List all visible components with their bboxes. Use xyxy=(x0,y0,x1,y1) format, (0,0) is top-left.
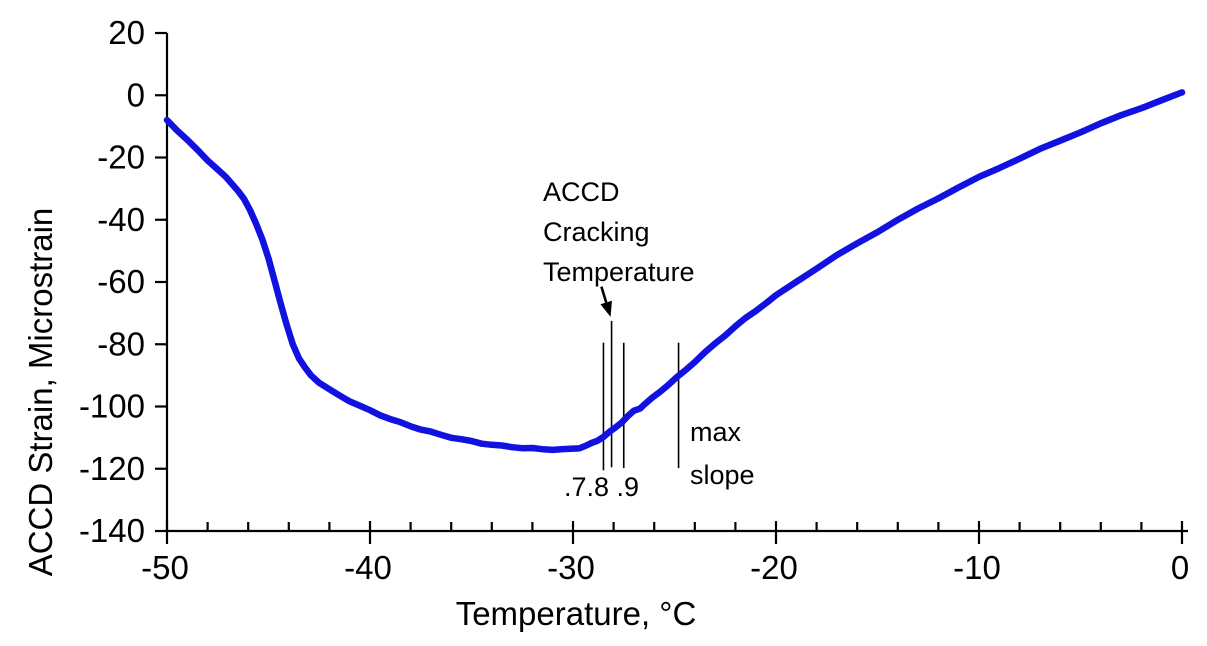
y-tick-label: -120 xyxy=(79,450,145,487)
y-tick-label: 20 xyxy=(108,14,145,51)
y-tick-label: -60 xyxy=(97,263,145,300)
max-slope-label: max slope xyxy=(690,417,755,490)
x-axis-title: Temperature, °C xyxy=(455,595,697,632)
y-tick-label: -40 xyxy=(97,201,145,238)
y-tick-label: -100 xyxy=(79,388,145,425)
y-axis-title: ACCD Strain, Microstrain xyxy=(22,207,59,577)
y-tick-label: -80 xyxy=(97,325,145,362)
x-tick-label: -50 xyxy=(141,549,189,586)
y-tick-label: -20 xyxy=(97,139,145,176)
y-tick-label: 0 xyxy=(127,76,145,113)
x-tick-label: -30 xyxy=(547,549,595,586)
x-tick-label: -10 xyxy=(953,549,1001,586)
y-tick-label: -140 xyxy=(79,512,145,549)
annotation-arrow-head xyxy=(600,300,612,317)
strain-curve xyxy=(163,89,1186,454)
slope-fraction-labels: .7.8 .9 xyxy=(564,472,640,502)
cracking-temperature-annotation: ACCD Cracking Temperature xyxy=(543,177,695,287)
x-tick-label: -40 xyxy=(344,549,392,586)
x-tick-label: -20 xyxy=(750,549,798,586)
annotation-arrow-shaft xyxy=(600,286,608,303)
x-tick-label: 0 xyxy=(1171,549,1189,586)
